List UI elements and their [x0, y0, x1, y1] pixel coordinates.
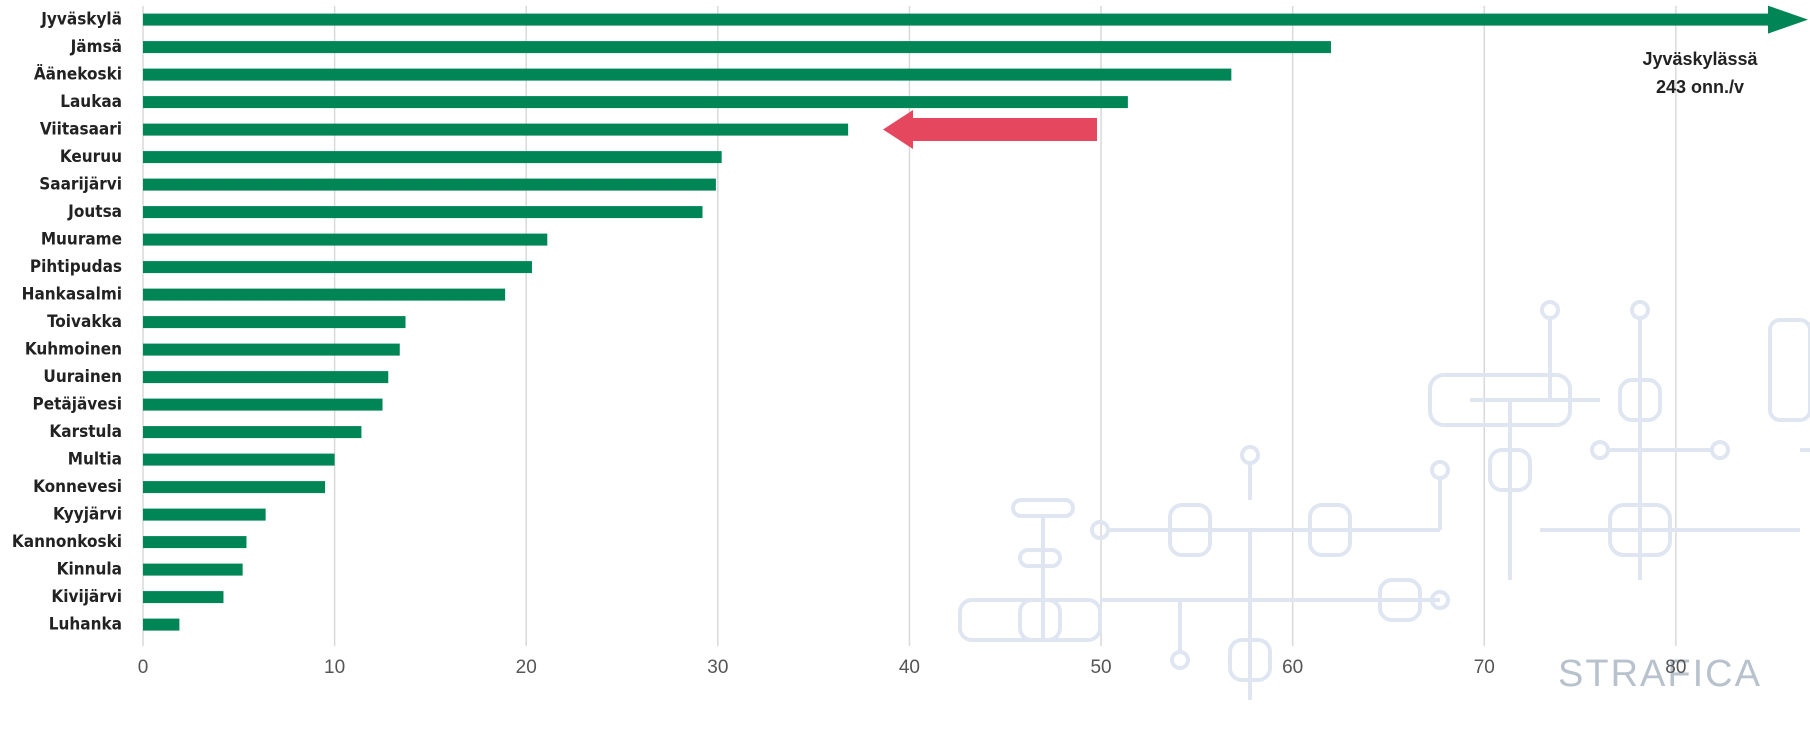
bar: [143, 261, 532, 274]
bar: [143, 178, 716, 191]
y-tick-label: Keuruu: [60, 147, 122, 167]
watermark: STRAFICA: [1558, 653, 1762, 695]
y-tick-label: Saarijärvi: [39, 175, 122, 195]
y-tick-label: Konnevesi: [33, 477, 122, 497]
bar: [143, 41, 1331, 54]
y-tick-label: Petäjävesi: [33, 395, 122, 415]
x-tick-label: 40: [899, 657, 920, 678]
annotation: 243 onn./v: [1656, 77, 1744, 97]
y-tick-label: Viitasaari: [40, 120, 122, 140]
y-tick-label: Jämsä: [70, 37, 122, 57]
y-tick-label: Multia: [68, 450, 122, 470]
y-tick-label: Muurame: [41, 230, 122, 250]
y-tick-label: Hankasalmi: [22, 285, 122, 305]
bar: [143, 508, 266, 521]
bar: [143, 206, 703, 219]
bar: [143, 151, 722, 164]
highlight-arrow: [883, 110, 1097, 149]
y-tick-label: Luhanka: [49, 615, 122, 635]
y-tick-label: Kivijärvi: [51, 587, 122, 607]
annotation: Jyväskylässä: [1642, 49, 1758, 69]
y-tick-label: Jyväskylä: [40, 10, 122, 30]
y-tick-label: Kuhmoinen: [25, 340, 122, 360]
bar: [143, 591, 224, 604]
x-tick-label: 30: [707, 657, 728, 678]
bar: [143, 371, 389, 384]
bar: [143, 536, 247, 549]
bar: [143, 123, 849, 136]
bar: [143, 13, 1785, 26]
bar: [143, 288, 506, 301]
x-tick-label: 20: [516, 657, 537, 678]
x-tick-label: 10: [324, 657, 345, 678]
x-tick-label: 60: [1282, 657, 1303, 678]
bar: [143, 453, 335, 466]
bar: [143, 481, 326, 494]
bar: [143, 343, 400, 356]
x-tick-label: 80: [1665, 657, 1686, 678]
background-pattern: [958, 300, 1810, 700]
y-tick-label: Karstula: [49, 422, 122, 442]
bar: [143, 618, 180, 631]
y-tick-label: Laukaa: [60, 92, 122, 112]
bar: [143, 563, 243, 576]
y-tick-label: Äänekoski: [34, 63, 122, 85]
bar: [143, 398, 383, 411]
bar: [143, 68, 1232, 81]
x-tick-label: 0: [138, 657, 149, 678]
y-tick-label: Uurainen: [43, 367, 122, 387]
bar: [143, 233, 548, 246]
y-tick-label: Kannonkoski: [12, 532, 122, 552]
bar-arrowhead: [1768, 5, 1808, 34]
x-tick-label: 70: [1474, 657, 1495, 678]
y-tick-label: Joutsa: [67, 202, 122, 222]
y-tick-label: Pihtipudas: [30, 257, 122, 277]
bar: [143, 426, 362, 439]
x-tick-label: 50: [1090, 657, 1111, 678]
y-tick-label: Toivakka: [47, 312, 122, 332]
bar: [143, 96, 1128, 109]
y-tick-label: Kinnula: [57, 560, 122, 580]
y-tick-label: Kyyjärvi: [53, 505, 122, 525]
bar: [143, 316, 406, 329]
